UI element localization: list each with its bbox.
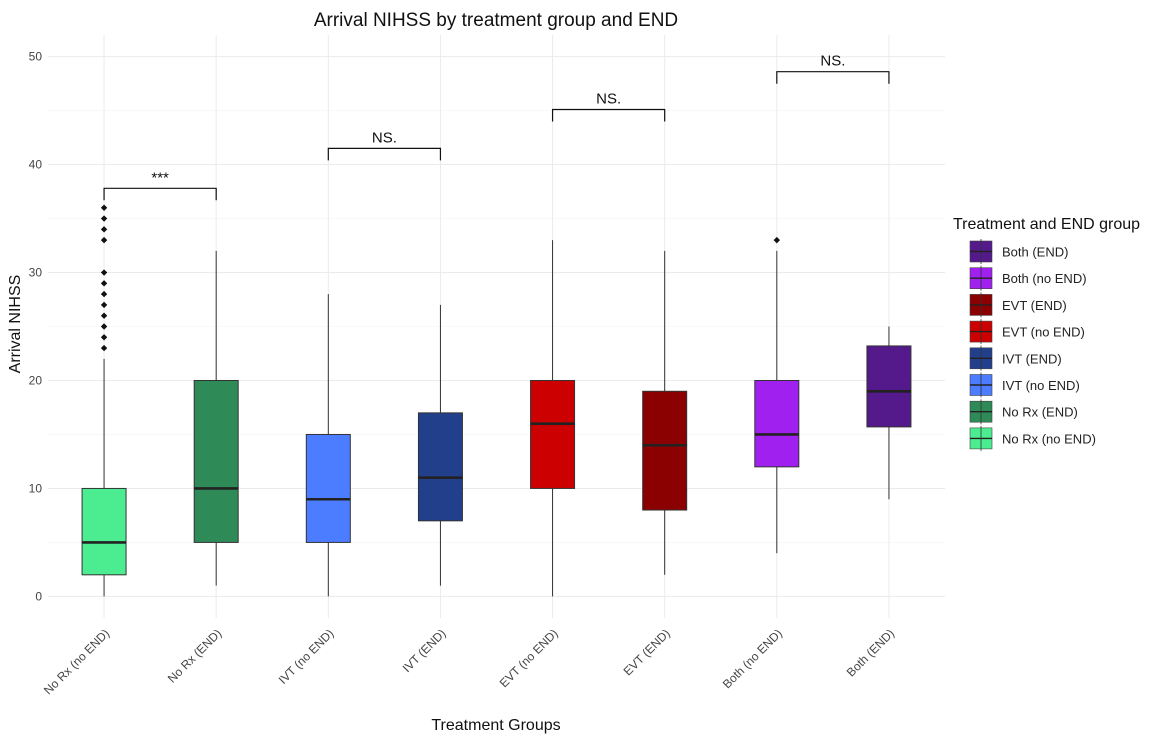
x-axis: No Rx (no END) No Rx (END) IVT (no END) IVT… xyxy=(41,626,897,697)
significance-bracket xyxy=(776,71,890,84)
significance-label: NS. xyxy=(596,90,621,107)
legend-items: Both (END) Both (no END) EVT (END) EVT (no … xyxy=(969,239,1096,451)
legend-item: No Rx (END) xyxy=(969,399,1078,425)
box-group xyxy=(305,294,351,597)
x-tick-label: EVT (END) xyxy=(621,626,673,678)
y-tick-label: 10 xyxy=(29,481,43,495)
outlier-point xyxy=(100,226,108,233)
x-tick-label: Both (END) xyxy=(844,626,897,679)
significance-bracket xyxy=(551,108,666,122)
box-group xyxy=(642,250,688,575)
x-axis-title: Treatment Groups xyxy=(431,717,560,734)
significance-brackets: *** NS. NS. NS. xyxy=(103,53,890,201)
outlier-point xyxy=(100,215,108,222)
y-axis: 0 10 20 30 40 50 xyxy=(29,50,43,604)
x-tick-label: IVT (no END) xyxy=(276,626,337,687)
y-tick-label: 0 xyxy=(35,589,42,603)
legend-item: EVT (no END) xyxy=(969,319,1085,345)
x-tick-label: No Rx (END) xyxy=(165,626,224,685)
box-group xyxy=(417,304,463,586)
legend-label: Both (no END) xyxy=(1002,271,1087,286)
x-tick-label: EVT (no END) xyxy=(497,626,561,690)
outlier-point xyxy=(100,269,108,276)
significance-label: NS. xyxy=(820,53,845,70)
legend-label: No Rx (no END) xyxy=(1002,431,1096,446)
box-group xyxy=(193,250,239,586)
legend-label: Both (END) xyxy=(1002,245,1068,260)
box-group xyxy=(530,240,576,597)
outlier-point xyxy=(100,334,108,341)
significance-bracket xyxy=(103,187,217,201)
box xyxy=(530,379,576,489)
outlier-point xyxy=(100,290,108,298)
legend-title: Treatment and END group xyxy=(953,216,1140,233)
outlier-point xyxy=(100,344,108,352)
legend-item: Both (END) xyxy=(969,239,1068,264)
box-group xyxy=(81,204,127,597)
box xyxy=(305,433,351,543)
box xyxy=(642,390,688,511)
outlier-point xyxy=(100,323,108,330)
x-tick-label: No Rx (no END) xyxy=(41,626,112,697)
outlier-point xyxy=(100,301,108,309)
y-tick-label: 30 xyxy=(29,266,43,280)
y-axis-title: Arrival NIHSS xyxy=(7,275,24,374)
legend-label: EVT (END) xyxy=(1002,298,1067,313)
box xyxy=(81,487,127,576)
legend-label: EVT (no END) xyxy=(1002,325,1085,340)
significance-bracket xyxy=(327,147,442,161)
plot-grid xyxy=(48,35,945,618)
significance-label: NS. xyxy=(372,129,397,146)
outlier-point xyxy=(100,204,108,211)
boxplot-boxes xyxy=(81,204,912,597)
legend-item: No Rx (no END) xyxy=(969,425,1096,451)
outlier-point xyxy=(100,280,108,287)
legend-item: IVT (no END) xyxy=(969,372,1080,398)
box-group xyxy=(754,236,800,554)
legend-label: No Rx (END) xyxy=(1002,405,1078,420)
outlier-point xyxy=(773,236,781,244)
box xyxy=(866,345,912,428)
legend-item: Both (no END) xyxy=(969,265,1087,291)
box xyxy=(417,412,463,522)
legend-label: IVT (END) xyxy=(1002,351,1062,366)
y-tick-label: 40 xyxy=(29,158,43,172)
legend-label: IVT (no END) xyxy=(1002,378,1080,393)
legend: Treatment and END group Both (END)Both (… xyxy=(953,216,1140,451)
y-tick-label: 20 xyxy=(29,373,43,387)
outlier-point xyxy=(100,236,108,244)
box xyxy=(754,379,800,468)
legend-item: IVT (END) xyxy=(969,345,1062,371)
y-tick-label: 50 xyxy=(29,50,43,64)
chart-title: Arrival NIHSS by treatment group and END xyxy=(314,10,678,31)
x-tick-label: IVT (END) xyxy=(400,626,449,675)
x-tick-label: Both (no END) xyxy=(720,626,785,691)
box xyxy=(193,379,239,543)
significance-label: *** xyxy=(151,169,169,186)
box-group xyxy=(866,326,912,500)
outlier-point xyxy=(100,312,108,319)
legend-item: EVT (END) xyxy=(969,292,1067,318)
